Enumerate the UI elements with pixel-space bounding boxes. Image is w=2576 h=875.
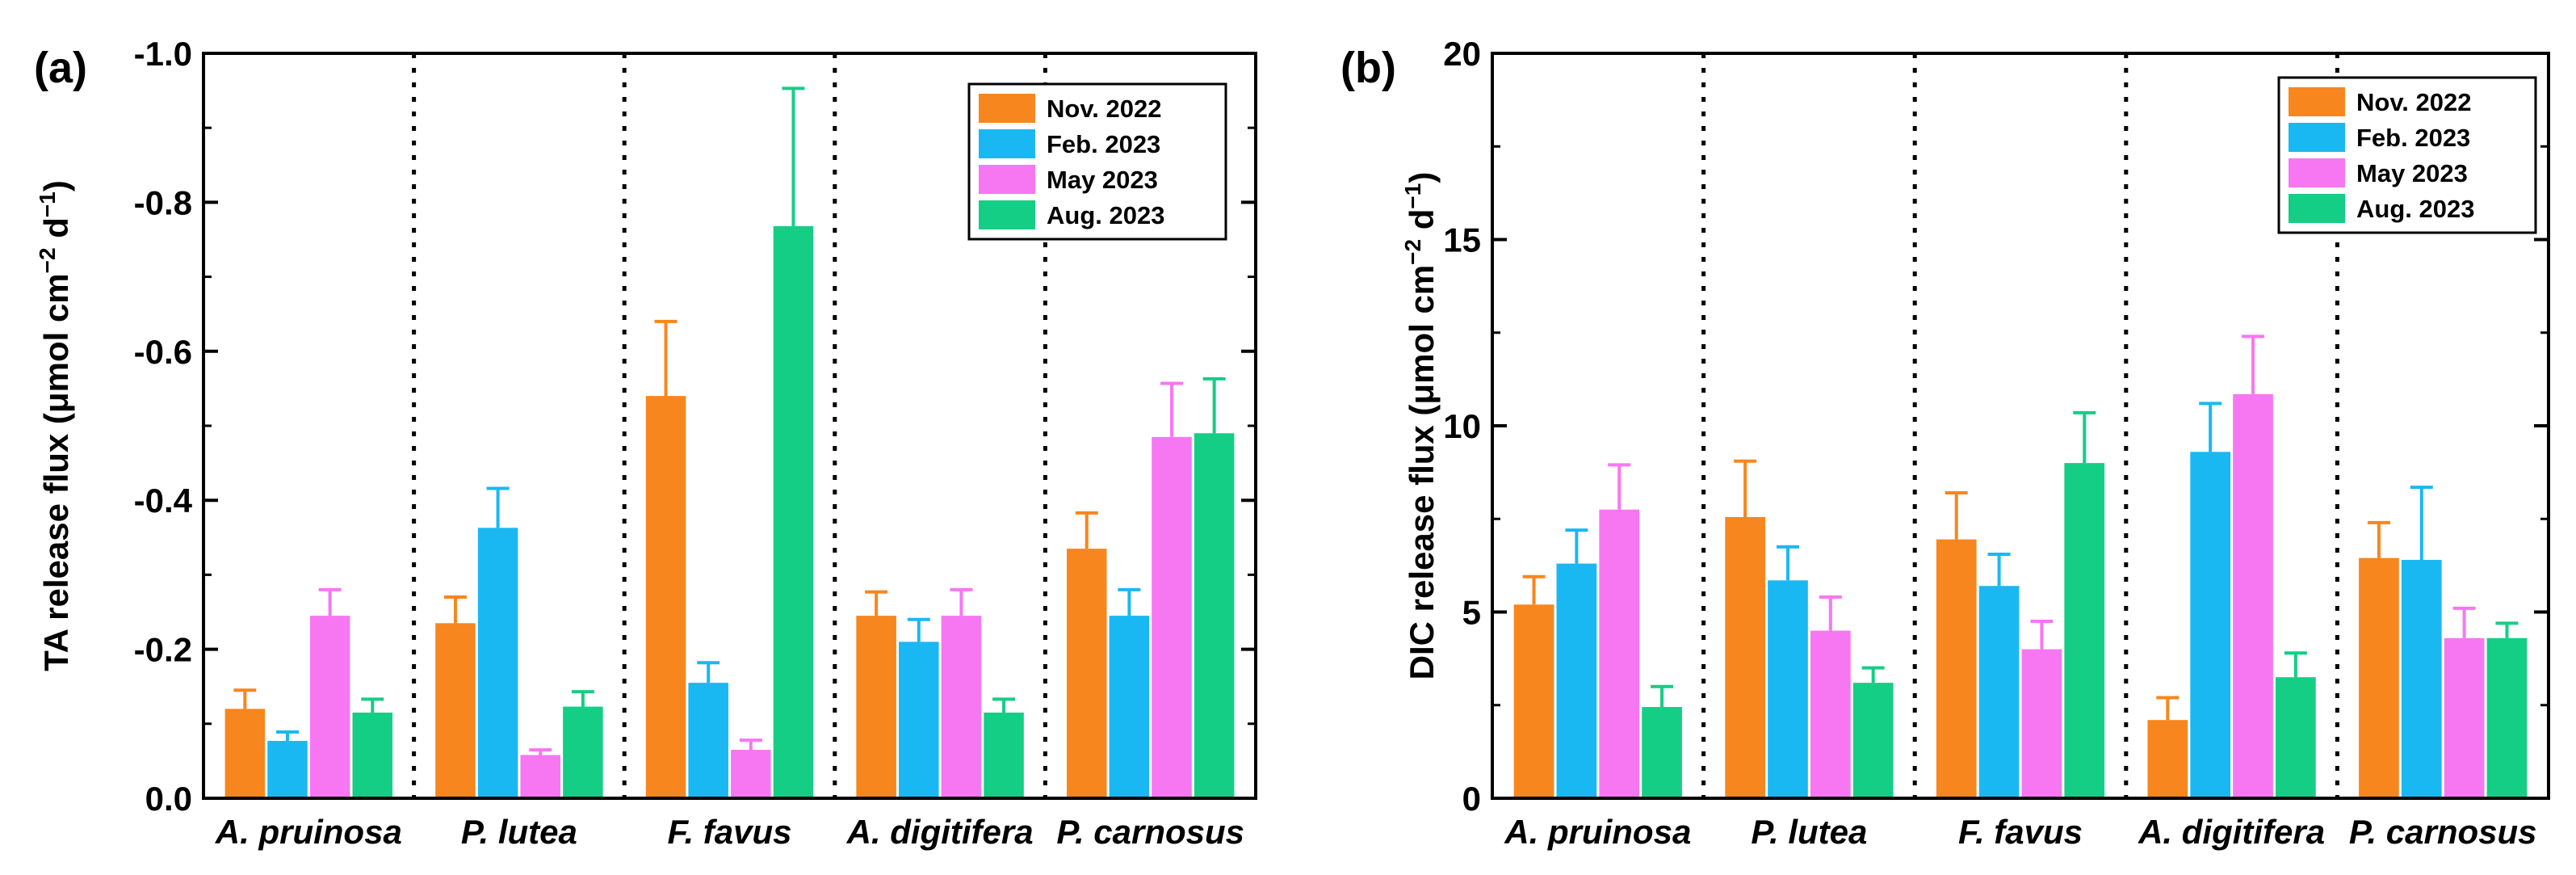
y-axis-title-part: TA release flux (μmol cm	[37, 273, 75, 671]
y-tick-label: 0	[1462, 780, 1481, 818]
bar	[1642, 707, 1682, 798]
bar	[1810, 630, 1851, 798]
legend-swatch	[979, 165, 1035, 194]
y-axis-title-superscript: −1	[1400, 183, 1425, 209]
x-category-label: A. pruinosa	[215, 813, 402, 851]
legend-swatch	[979, 129, 1035, 158]
bar	[352, 712, 393, 798]
bar	[2147, 720, 2188, 798]
bar	[563, 706, 603, 798]
y-axis-title-part: d	[37, 217, 75, 247]
legend-entry-label: May 2023	[2356, 159, 2468, 187]
bar	[1599, 509, 1640, 798]
bar	[1936, 539, 1977, 798]
y-tick-label: 0.0	[145, 780, 192, 818]
bar	[1978, 586, 2020, 798]
x-category-label: F. favus	[667, 813, 791, 851]
y-axis-title-part: )	[37, 180, 75, 191]
bar	[2359, 557, 2399, 798]
y-tick-label: 10	[1443, 407, 1481, 445]
legend-entry-label: Feb. 2023	[2356, 124, 2470, 152]
y-tick-label: 20	[1443, 35, 1481, 73]
legend-swatch	[2289, 158, 2345, 187]
bar	[1556, 563, 1597, 798]
y-tick-label: 5	[1462, 594, 1481, 632]
bar	[224, 709, 266, 798]
legend-entry-label: Nov. 2022	[2356, 88, 2471, 116]
bar	[1725, 516, 1765, 798]
x-category-label: P. lutea	[1751, 813, 1867, 851]
bar	[773, 225, 814, 798]
legend-entry-label: Aug. 2023	[1047, 201, 1164, 229]
legend-entry-label: Feb. 2023	[1047, 130, 1160, 158]
y-axis-title: DIC release flux (μmol cm−2 d−1)	[1400, 172, 1441, 680]
bar	[1152, 436, 1192, 798]
legend-swatch	[2289, 87, 2345, 116]
y-tick-label: -0.4	[134, 482, 193, 520]
x-category-label: A. digitifera	[846, 813, 1034, 851]
bar	[2444, 637, 2485, 798]
bar	[267, 741, 308, 798]
legend-swatch	[979, 200, 1035, 229]
bar	[2486, 637, 2528, 798]
bar	[731, 750, 771, 798]
y-axis-title-part: DIC release flux (μmol cm	[1403, 265, 1441, 680]
y-tick-label: 15	[1443, 221, 1481, 259]
bar	[2233, 393, 2273, 798]
bar	[856, 616, 896, 798]
chart-panel-a: (a) 0.0 -0.2 -0.4 -0.6 -0.8 -1.0 A. pruinosa P. …	[34, 35, 1257, 851]
x-category-label: P. carnosus	[2349, 813, 2537, 851]
y-tick-label: -0.6	[134, 333, 192, 371]
bar	[435, 623, 476, 798]
bar	[477, 528, 518, 798]
bar	[1066, 549, 1107, 798]
x-category-label: F. favus	[1958, 813, 2083, 851]
bar	[1109, 616, 1150, 798]
bar	[984, 712, 1024, 798]
bar	[688, 683, 728, 798]
bar	[1852, 683, 1894, 798]
legend: Nov. 2022 Feb. 2023 May 2023 Aug. 2023	[967, 82, 1227, 241]
x-category-label: A. pruinosa	[1504, 813, 1691, 851]
bar	[2401, 559, 2442, 798]
legend-swatch	[979, 94, 1035, 123]
chart-panel-b: (b) 0 5 10 15 20 A. pruinosa P. lutea F. favus A.…	[1340, 35, 2550, 851]
x-category-label: P. lutea	[461, 813, 577, 851]
bar	[1194, 433, 1235, 798]
y-axis-title-superscript: −2	[1400, 239, 1425, 265]
bar	[899, 642, 939, 798]
bar	[1768, 580, 1808, 798]
panel-label: (b)	[1340, 44, 1396, 92]
legend-swatch	[2289, 123, 2345, 152]
y-axis-title-part: d	[1403, 209, 1441, 239]
panel-label: (a)	[34, 44, 87, 92]
y-axis-title-superscript: −2	[35, 247, 60, 273]
bar	[2064, 463, 2105, 798]
bar	[2021, 649, 2062, 798]
x-category-label: P. carnosus	[1056, 813, 1244, 851]
y-tick-label: -1.0	[134, 35, 192, 73]
y-axis-title-part: )	[1403, 172, 1441, 183]
legend-entry-label: May 2023	[1047, 166, 1158, 194]
y-axis-title: TA release flux (μmol cm−2 d−1)	[35, 180, 75, 671]
legend-entry-label: Nov. 2022	[1047, 95, 1161, 123]
y-tick-label: -0.2	[134, 631, 192, 669]
legend-swatch	[2289, 194, 2345, 223]
bar	[520, 755, 560, 798]
bar	[645, 396, 686, 798]
y-axis-title-superscript: −1	[35, 191, 60, 217]
y-tick-label: -0.8	[134, 183, 192, 221]
bar	[2276, 677, 2316, 798]
legend: Nov. 2022 Feb. 2023 May 2023 Aug. 2023	[2277, 76, 2537, 234]
bar	[309, 616, 350, 798]
x-category-label: A. digitifera	[2138, 813, 2325, 851]
bar	[941, 616, 982, 798]
bar	[2190, 452, 2231, 798]
legend-entry-label: Aug. 2023	[2356, 195, 2474, 223]
bar	[1513, 604, 1554, 798]
